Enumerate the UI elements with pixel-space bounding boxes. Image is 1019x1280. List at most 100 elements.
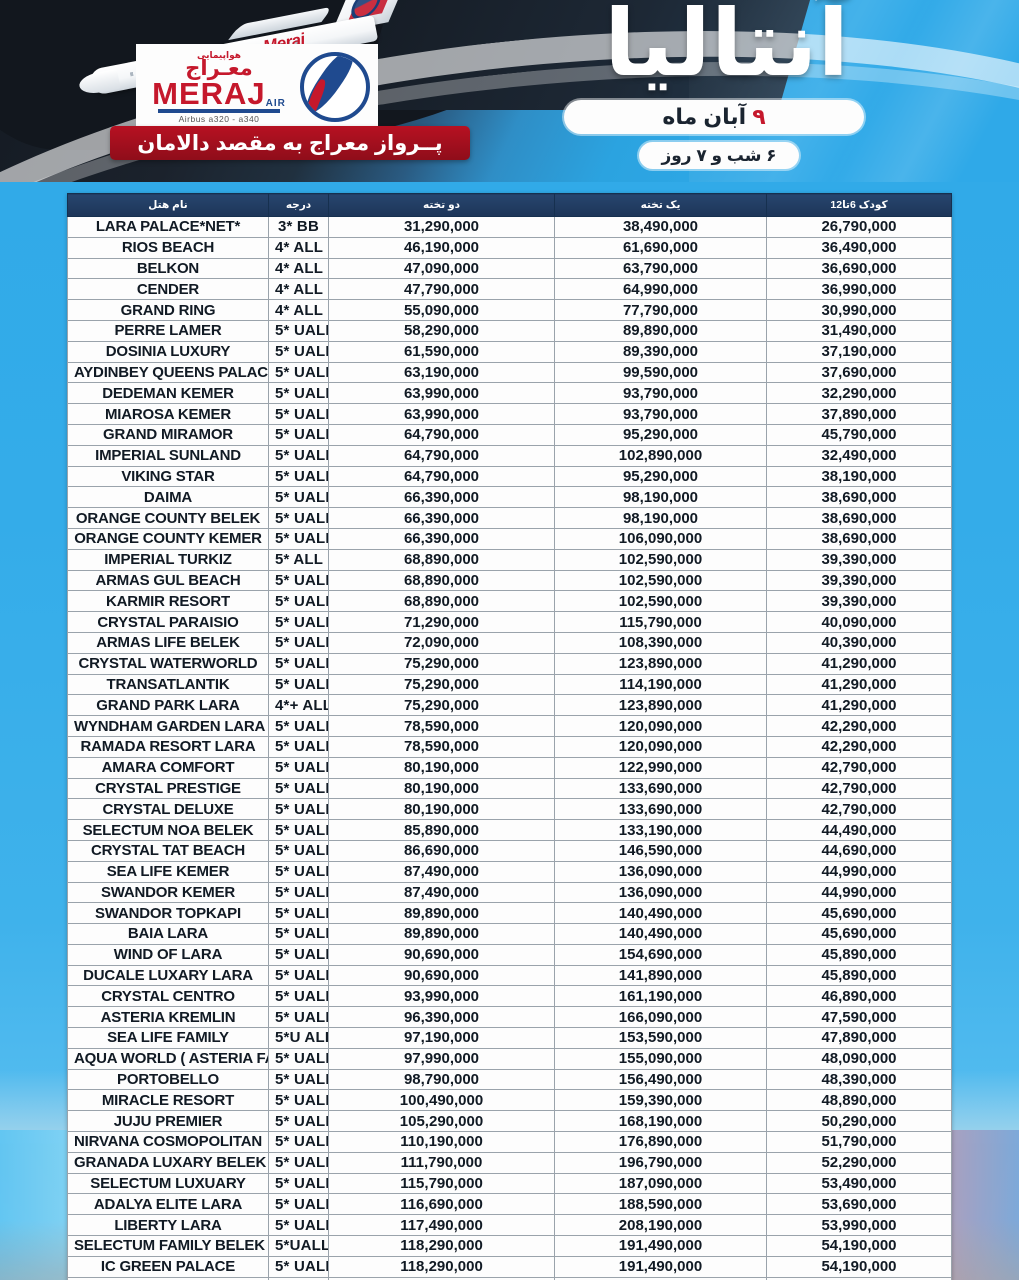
cell-single-price: 123,890,000 (554, 694, 767, 717)
cell-grade: 5* UALL (268, 798, 329, 821)
cell-single-price: 63,790,000 (554, 257, 767, 280)
destination-title: آنتالیا (604, 0, 851, 95)
cell-double-price: 96,390,000 (328, 1006, 555, 1029)
cell-hotel-name: KARMIR RESORT (67, 590, 269, 613)
cell-single-price: 102,590,000 (554, 548, 767, 571)
cell-single-price: 133,690,000 (554, 777, 767, 800)
cell-double-price: 110,190,000 (328, 1131, 555, 1153)
cell-double-price: 90,690,000 (328, 964, 555, 987)
cell-hotel-name: GRAND MIRAMOR (67, 423, 269, 446)
cell-single-price: 77,790,000 (554, 299, 767, 321)
cell-grade: 5* UALL (268, 1006, 329, 1029)
cell-single-price: 146,590,000 (554, 839, 767, 862)
cell-double-price: 55,090,000 (328, 299, 555, 321)
cell-child-price: 38,190,000 (766, 465, 952, 488)
cell-hotel-name: IMPERIAL TURKIZ (67, 548, 269, 571)
cell-single-price: 114,190,000 (554, 673, 767, 696)
cell-single-price: 136,090,000 (554, 860, 767, 883)
cell-single-price: 89,390,000 (554, 340, 767, 363)
cell-child-price: 48,890,000 (766, 1089, 952, 1112)
column-header-hotel: نام هتل (67, 193, 269, 217)
cell-child-price: 45,690,000 (766, 902, 952, 925)
column-header-grade: درجه (268, 193, 329, 217)
cell-child-price: 37,890,000 (766, 403, 952, 425)
airline-name-en-sup: AIR (265, 97, 286, 109)
cell-child-price: 39,390,000 (766, 548, 952, 571)
cell-hotel-name: SWANDOR TOPKAPI (67, 902, 269, 925)
cell-double-price: 80,190,000 (328, 777, 555, 800)
cell-grade: 5* ALL (268, 548, 329, 571)
cell-hotel-name: CRYSTAL TAT BEACH (67, 839, 269, 862)
poster-header: Meraj هواپیمایی معـراج MERAJAIR Airbus a… (0, 0, 1019, 182)
price-table-container: کودک 6تا12 یک تخته دو تخته درجه نام هتل … (67, 193, 952, 1280)
airline-logo-card: هواپیمایی معـراج MERAJAIR Airbus a320 - … (136, 44, 378, 130)
cell-grade: 5* UALL (268, 652, 329, 675)
cell-child-price: 41,290,000 (766, 673, 952, 696)
cell-hotel-name: PERRE LAMER (67, 319, 269, 342)
cell-grade: 5* UALL (268, 361, 329, 384)
cell-child-price: 47,890,000 (766, 1027, 952, 1049)
price-table-body: 26,790,000 38,490,000 31,290,000 3* BB LARA … (67, 216, 952, 1280)
cell-grade: 5* UALL (268, 943, 329, 966)
cell-grade: 5* UALL (268, 507, 329, 529)
column-header-single: یک تخته (554, 193, 767, 217)
cell-grade: 5* UALL (268, 444, 329, 467)
cell-hotel-name: AMARA COMFORT (67, 756, 269, 779)
cell-grade: 5* UALL (268, 340, 329, 363)
cell-child-price: 54,190,000 (766, 1235, 952, 1257)
airline-name-en: MERAJAIR (144, 75, 294, 111)
cell-single-price: 108,390,000 (554, 631, 767, 654)
airline-name-fa-prefix: هواپیمایی (197, 49, 242, 60)
cell-single-price: 61,690,000 (554, 236, 767, 259)
cell-double-price: 46,190,000 (328, 236, 555, 259)
cell-hotel-name: CRYSTAL PRESTIGE (67, 777, 269, 800)
cell-single-price: 93,790,000 (554, 403, 767, 425)
table-row: 36,490,000 61,690,000 46,190,000 4* ALL RIOS… (67, 236, 952, 259)
airline-name-fa-main: معـراج (185, 56, 253, 80)
cell-hotel-name: RAMADA RESORT LARA (67, 735, 269, 758)
airline-name-en-text: MERAJ (152, 75, 266, 111)
table-row: 36,990,000 64,990,000 47,790,000 4* ALL CEND… (67, 278, 952, 301)
cell-double-price: 47,090,000 (328, 257, 555, 280)
cell-child-price: 39,390,000 (766, 569, 952, 592)
duration-text: ۶ شب و ۷ روز (661, 145, 777, 165)
cell-single-price: 38,490,000 (554, 216, 767, 238)
cell-hotel-name: TRANSATLANTIK (67, 673, 269, 696)
cell-grade: 5* UALL (268, 631, 329, 654)
cell-double-price: 98,790,000 (328, 1068, 555, 1091)
cell-double-price: 64,790,000 (328, 465, 555, 488)
duration-badge: ۶ شب و ۷ روز (639, 142, 799, 169)
cell-double-price: 66,390,000 (328, 486, 555, 509)
column-header-double: دو تخته (328, 193, 555, 217)
cell-single-price: 89,890,000 (554, 319, 767, 342)
cell-double-price: 90,690,000 (328, 943, 555, 966)
cell-double-price: 64,790,000 (328, 444, 555, 467)
cell-hotel-name: LARA PALACE*NET* (67, 216, 269, 238)
cell-single-price: 102,590,000 (554, 590, 767, 613)
cell-single-price: 196,790,000 (554, 1151, 767, 1174)
cell-hotel-name: ADALYA ELITE LARA (67, 1193, 269, 1216)
cell-hotel-name: CRYSTAL DELUXE (67, 798, 269, 821)
cell-double-price: 78,590,000 (328, 735, 555, 758)
cell-double-price: 116,690,000 (328, 1193, 555, 1216)
cell-single-price: 115,790,000 (554, 611, 767, 633)
cell-child-price: 41,290,000 (766, 694, 952, 717)
cell-child-price: 54,190,000 (766, 1255, 952, 1278)
flight-ribbon-text: پــرواز معراج به مقصد دالامان (137, 131, 443, 155)
cell-hotel-name: RIOS BEACH (67, 236, 269, 259)
